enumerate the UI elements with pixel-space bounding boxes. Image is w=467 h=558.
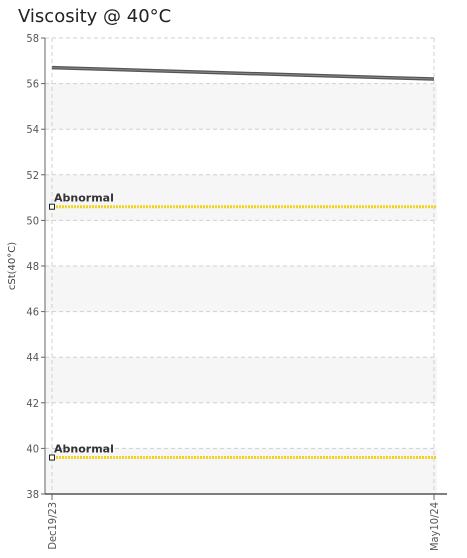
threshold-label: Abnormal bbox=[54, 443, 114, 456]
chart-title: Viscosity @ 40°C bbox=[18, 6, 172, 27]
x-tick-label: Dec19/23 bbox=[46, 502, 59, 550]
background-band bbox=[45, 174, 437, 221]
background-band bbox=[45, 448, 437, 494]
series-line-highlight bbox=[51, 67, 435, 80]
threshold-marker bbox=[49, 203, 55, 210]
background-bands bbox=[45, 83, 437, 494]
y-tick-label: 40 bbox=[26, 442, 39, 455]
series-lines bbox=[51, 65, 435, 81]
threshold-marker bbox=[49, 454, 55, 461]
y-tick-label: 42 bbox=[26, 397, 39, 410]
y-tick-label: 46 bbox=[26, 306, 39, 319]
y-tick-label: 52 bbox=[26, 169, 39, 182]
background-band bbox=[45, 357, 437, 403]
y-tick-label: 44 bbox=[26, 351, 39, 364]
y-tick-label: 54 bbox=[26, 123, 39, 136]
y-tick-label: 50 bbox=[26, 214, 39, 227]
y-tick-label: 56 bbox=[26, 78, 39, 91]
threshold-label: Abnormal bbox=[54, 192, 114, 205]
x-ticks: Dec19/23 May10/24 bbox=[46, 494, 441, 551]
y-tick-label: 38 bbox=[26, 488, 39, 501]
x-tick-label: May10/24 bbox=[428, 502, 441, 551]
background-band bbox=[45, 266, 437, 312]
y-ticks: 38 40 42 44 46 48 50 52 54 56 58 bbox=[26, 32, 45, 501]
gridlines bbox=[45, 37, 437, 494]
y-tick-label: 58 bbox=[26, 32, 39, 45]
threshold-lines: Abnormal Abnormal bbox=[49, 192, 437, 461]
y-axis-label: cSt(40°C) bbox=[7, 242, 18, 290]
y-tick-label: 48 bbox=[26, 260, 39, 273]
background-band bbox=[45, 83, 437, 130]
